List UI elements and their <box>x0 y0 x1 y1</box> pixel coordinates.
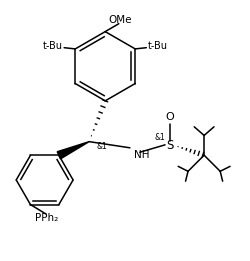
Text: t-Bu: t-Bu <box>148 41 168 51</box>
Polygon shape <box>57 142 89 159</box>
Text: S: S <box>166 139 173 152</box>
Text: O: O <box>165 112 174 122</box>
Text: &1: &1 <box>154 133 165 143</box>
Text: &1: &1 <box>97 142 108 151</box>
Text: PPh₂: PPh₂ <box>36 213 59 223</box>
Text: NH: NH <box>134 150 149 160</box>
Text: t-Bu: t-Bu <box>43 41 63 51</box>
Text: OMe: OMe <box>108 15 132 26</box>
